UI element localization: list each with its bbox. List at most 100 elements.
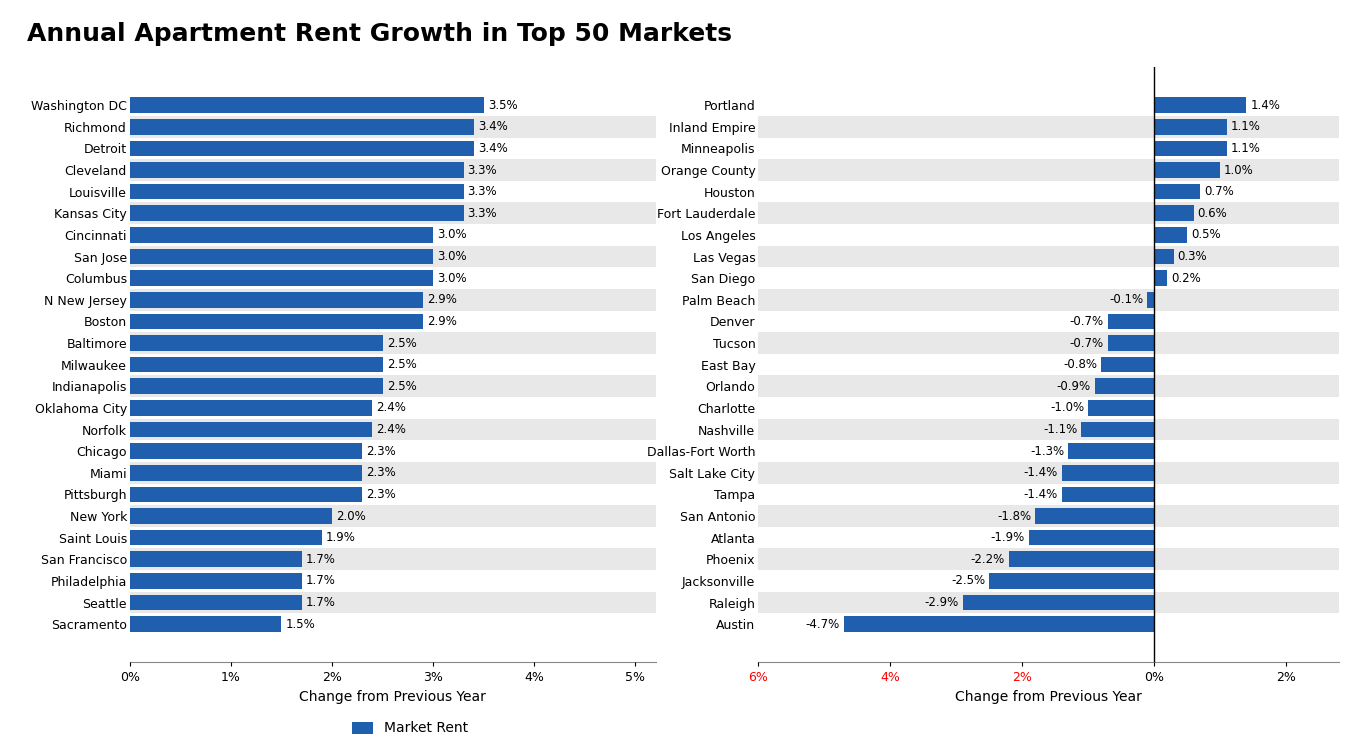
Bar (1061, 465, 1154, 480)
Text: 1.5%: 1.5% (285, 618, 316, 631)
Bar (1154, 119, 1227, 135)
Bar (130, 310, 656, 332)
Bar (130, 573, 302, 589)
Bar (758, 138, 1339, 159)
Bar (130, 570, 656, 592)
Bar (130, 441, 656, 462)
Text: 2.4%: 2.4% (377, 423, 407, 436)
Text: -0.9%: -0.9% (1056, 380, 1090, 393)
X-axis label: Change from Previous Year: Change from Previous Year (299, 690, 486, 704)
Text: Annual Apartment Rent Growth in Top 50 Markets: Annual Apartment Rent Growth in Top 50 M… (27, 22, 732, 46)
Bar (758, 289, 1339, 310)
Bar (758, 224, 1339, 246)
Bar (1082, 422, 1154, 438)
Bar (758, 592, 1339, 613)
Bar (1061, 487, 1154, 502)
Bar (130, 249, 433, 264)
Bar (130, 616, 281, 632)
Bar (1108, 335, 1154, 351)
Bar (130, 313, 423, 329)
Bar (758, 354, 1339, 375)
Text: 2.3%: 2.3% (366, 444, 396, 458)
Bar (130, 97, 484, 113)
Text: 0.6%: 0.6% (1198, 206, 1227, 220)
Bar (1154, 184, 1201, 200)
Bar (758, 548, 1339, 570)
Bar (130, 354, 656, 375)
Text: 3.4%: 3.4% (478, 142, 507, 155)
Text: -1.0%: -1.0% (1050, 402, 1085, 414)
Bar (758, 375, 1339, 397)
Text: -2.2%: -2.2% (971, 553, 1005, 565)
Bar (1154, 227, 1187, 242)
Bar (989, 573, 1154, 589)
Bar (130, 332, 656, 354)
Text: 0.2%: 0.2% (1171, 272, 1201, 285)
Text: 2.9%: 2.9% (428, 315, 458, 328)
Text: -0.1%: -0.1% (1109, 293, 1143, 306)
Text: -1.8%: -1.8% (997, 509, 1031, 523)
Text: 1.0%: 1.0% (1224, 164, 1254, 177)
Bar (758, 116, 1339, 138)
Bar (130, 116, 656, 138)
Text: 2.3%: 2.3% (366, 488, 396, 501)
Bar (1154, 249, 1173, 264)
Text: 2.5%: 2.5% (387, 337, 417, 349)
Bar (130, 400, 373, 416)
Bar (758, 419, 1339, 441)
Bar (130, 270, 433, 286)
Bar (1029, 530, 1154, 545)
Bar (1147, 292, 1154, 307)
Bar (758, 441, 1339, 462)
Bar (1068, 444, 1154, 459)
Bar (130, 119, 474, 135)
Bar (758, 484, 1339, 505)
Text: 1.7%: 1.7% (306, 574, 336, 587)
Bar (130, 159, 656, 181)
Bar (758, 570, 1339, 592)
Text: -0.7%: -0.7% (1070, 337, 1104, 349)
Bar (130, 422, 373, 438)
Text: 0.3%: 0.3% (1177, 250, 1208, 263)
Bar (758, 181, 1339, 203)
Bar (758, 94, 1339, 116)
Text: 3.0%: 3.0% (437, 228, 467, 242)
Bar (130, 206, 463, 221)
Bar (130, 527, 656, 548)
X-axis label: Change from Previous Year: Change from Previous Year (955, 690, 1142, 704)
Text: 1.1%: 1.1% (1231, 120, 1261, 133)
Text: -0.8%: -0.8% (1063, 358, 1097, 371)
Bar (758, 310, 1339, 332)
Legend: Market Rent: Market Rent (346, 716, 474, 741)
Bar (963, 595, 1154, 610)
Bar (130, 375, 656, 397)
Bar (130, 505, 656, 527)
Bar (1154, 270, 1167, 286)
Text: -4.7%: -4.7% (806, 618, 840, 631)
Bar (758, 613, 1339, 635)
Bar (758, 332, 1339, 354)
Bar (130, 357, 382, 373)
Text: 2.5%: 2.5% (387, 358, 417, 371)
Bar (130, 138, 656, 159)
Bar (130, 487, 362, 502)
Bar (130, 184, 463, 200)
Bar (130, 181, 656, 203)
Text: 0.7%: 0.7% (1203, 186, 1233, 198)
Text: 3.0%: 3.0% (437, 272, 467, 285)
Text: 3.3%: 3.3% (467, 186, 497, 198)
Bar (130, 551, 302, 567)
Bar (130, 484, 656, 505)
Text: 3.0%: 3.0% (437, 250, 467, 263)
Bar (130, 224, 656, 246)
Bar (130, 246, 656, 267)
Text: -0.7%: -0.7% (1070, 315, 1104, 328)
Text: -1.9%: -1.9% (990, 531, 1024, 544)
Bar (130, 444, 362, 459)
Bar (130, 378, 382, 394)
Bar (130, 335, 382, 351)
Bar (130, 292, 423, 307)
Bar (1009, 551, 1154, 567)
Text: 1.7%: 1.7% (306, 553, 336, 565)
Text: 1.7%: 1.7% (306, 596, 336, 609)
